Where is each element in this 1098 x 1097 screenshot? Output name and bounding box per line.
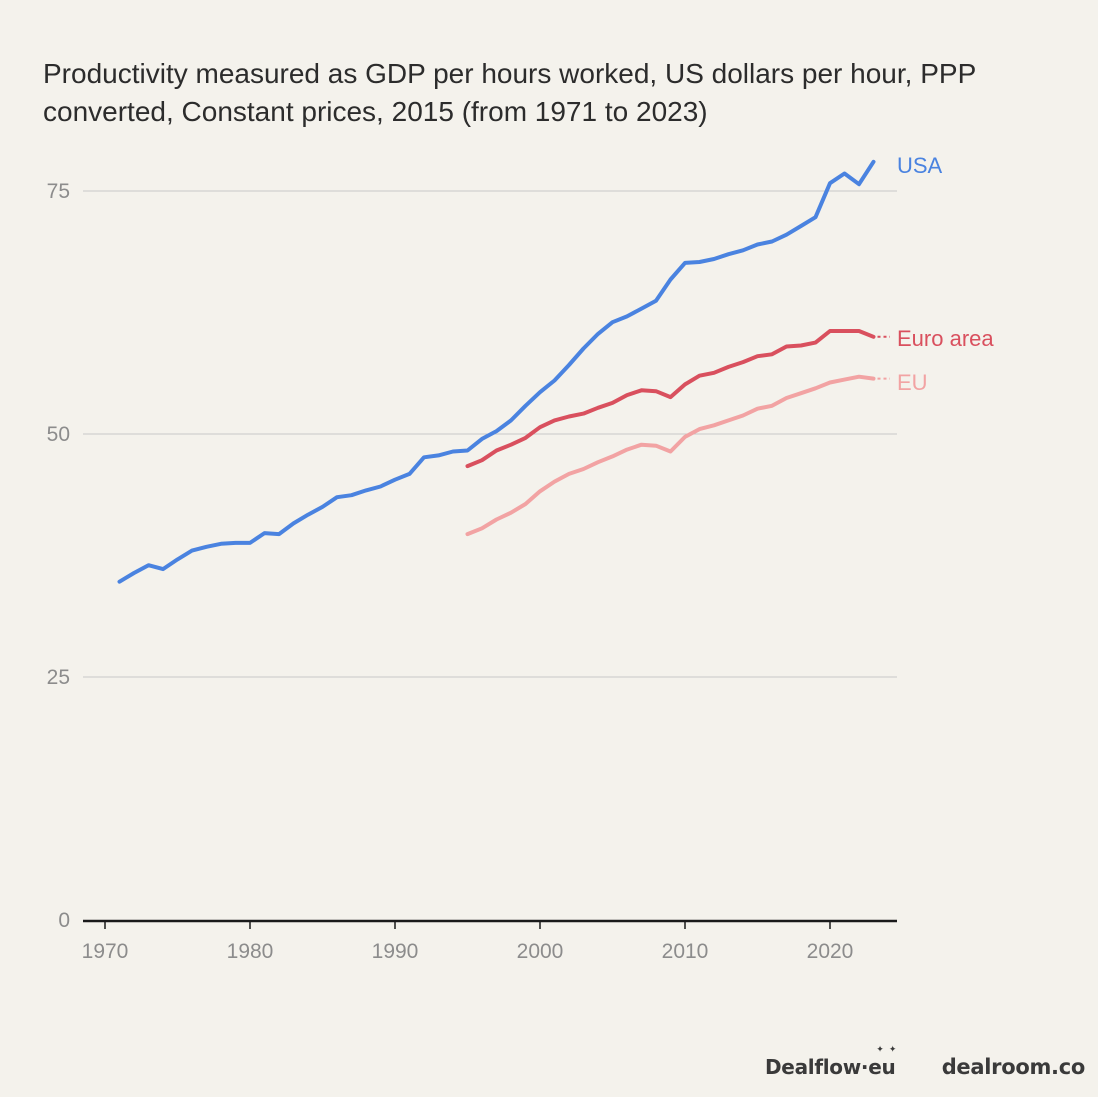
x-tick-label: 1980 (227, 940, 274, 963)
series-label-eu: EU (897, 370, 928, 395)
series-lines (117, 159, 876, 584)
series-label-usa: USA (897, 153, 943, 178)
x-tick-label: 1970 (82, 940, 129, 963)
eu-stars-icon: ✦ ✦ (876, 1045, 898, 1055)
y-tick-label: 75 (47, 180, 70, 203)
y-tick-label: 50 (47, 423, 70, 446)
series-line-euro-area (465, 329, 876, 469)
axes: 0 25 50 75 1970 1980 1990 2000 2010 2020 (47, 180, 897, 963)
dealflow-logo[interactable]: Dealflow·eu ✦ ✦ (765, 1045, 898, 1079)
dealroom-logo[interactable]: dealroom.co (941, 1055, 1086, 1079)
footer-logos: Dealflow·eu ✦ ✦ dealroom.co (765, 1045, 1086, 1082)
y-tick-label: 0 (58, 909, 70, 932)
x-tick-label: 1990 (372, 940, 419, 963)
x-tick-label: 2000 (517, 940, 564, 963)
chart-title: Productivity measured as GDP per hours w… (43, 58, 976, 127)
y-tick-label: 25 (47, 666, 70, 689)
series-labels: USA Euro area EU (877, 153, 994, 395)
series-label-euro-area: Euro area (897, 326, 994, 351)
series-line-usa (117, 159, 876, 584)
series-line-eu (465, 374, 876, 537)
x-tick-label: 2020 (807, 940, 854, 963)
x-tick-label: 2010 (662, 940, 709, 963)
